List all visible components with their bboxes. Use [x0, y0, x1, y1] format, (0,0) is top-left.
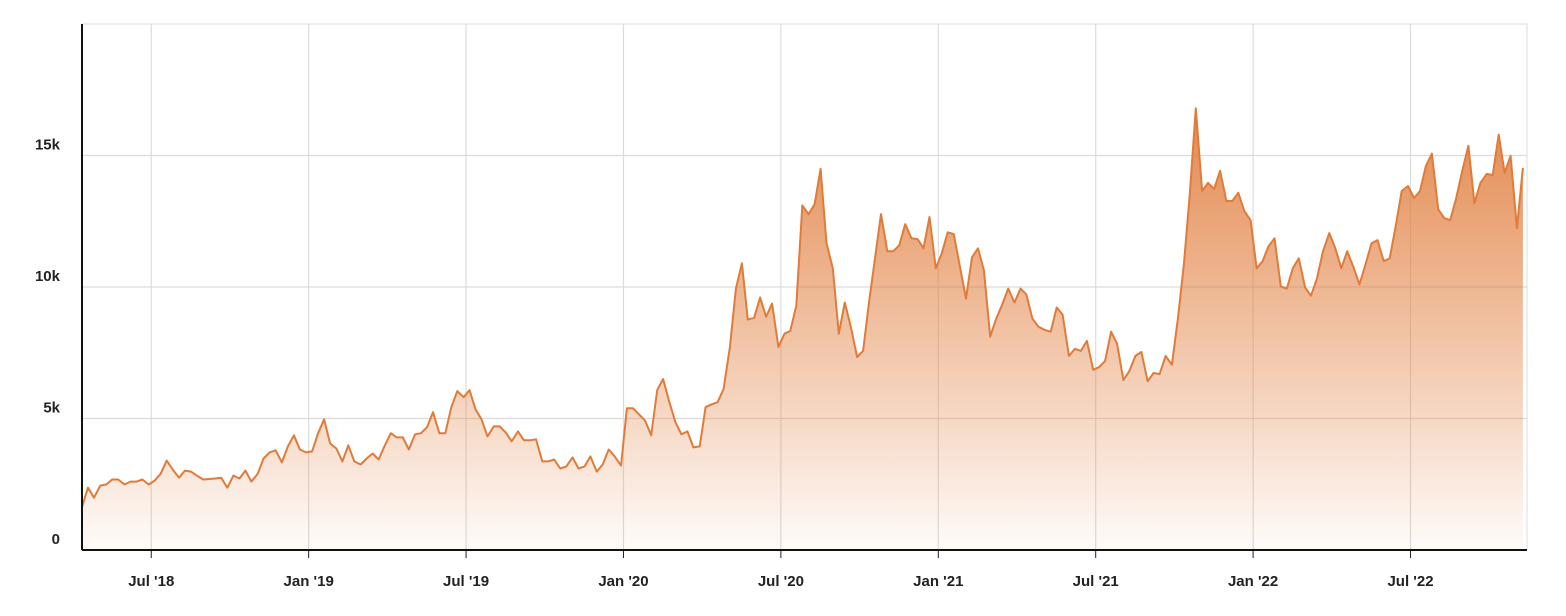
x-tick-label: Jul '19 — [443, 573, 489, 590]
line — [81, 107, 1524, 508]
x-tick-label: Jul '22 — [1387, 573, 1433, 590]
x-tick-label: Jan '20 — [598, 573, 648, 590]
x-tick-label: Jul '18 — [128, 573, 174, 590]
y-tick-label: 5k — [43, 399, 60, 416]
x-tick-label: Jan '22 — [1228, 573, 1278, 590]
x-tick-label: Jul '20 — [758, 573, 804, 590]
x-tick-label: Jul '21 — [1073, 573, 1119, 590]
x-tick-label: Jan '21 — [913, 573, 963, 590]
y-tick-label: 10k — [35, 268, 61, 285]
area-fill — [82, 108, 1523, 551]
y-tick-label: 0 — [52, 531, 60, 548]
y-tick-label: 15k — [35, 136, 61, 153]
x-tick-label: Jan '19 — [284, 573, 334, 590]
